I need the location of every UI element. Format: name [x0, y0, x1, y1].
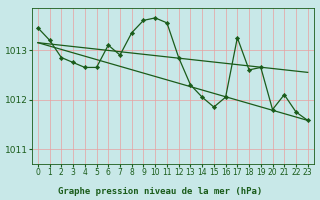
Text: Graphe pression niveau de la mer (hPa): Graphe pression niveau de la mer (hPa) [58, 187, 262, 196]
